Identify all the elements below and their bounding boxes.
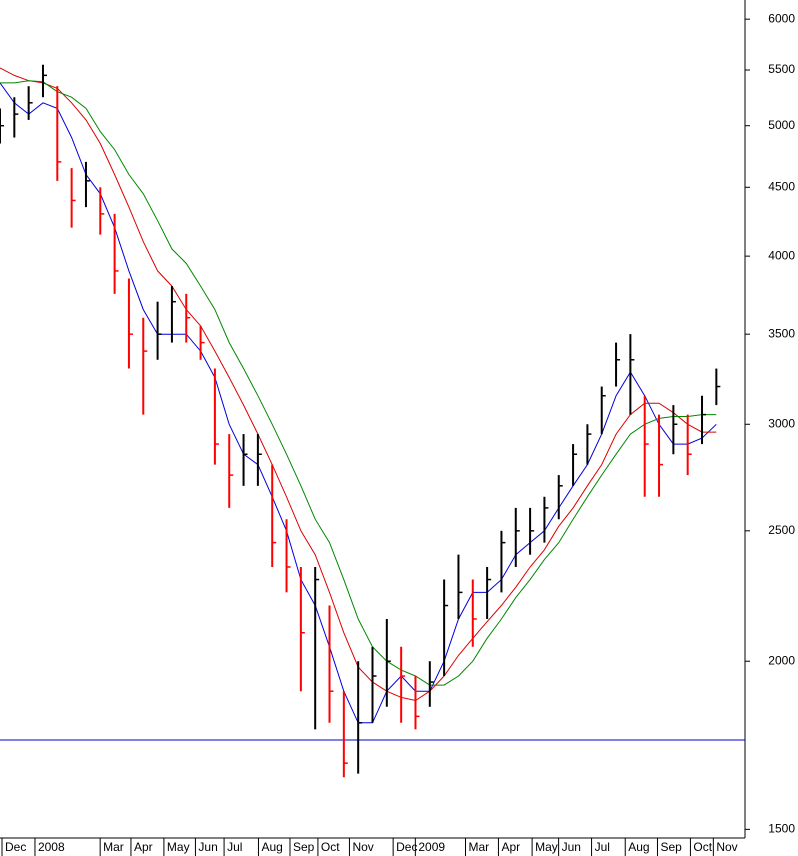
x-tick-label: Aug <box>628 840 649 854</box>
x-tick-label: Mar <box>103 840 124 854</box>
x-tick-label: Jun <box>562 840 581 854</box>
y-tick-label: 1500 <box>768 822 795 836</box>
y-tick-label: 2500 <box>768 523 795 537</box>
x-tick-label: Oct <box>321 840 340 854</box>
moving-average <box>0 82 717 724</box>
x-tick-label: Jun <box>198 840 217 854</box>
x-tick-label: Aug <box>261 840 282 854</box>
x-tick-label: May <box>167 840 190 854</box>
x-tick-label: Jul <box>227 840 242 854</box>
y-tick-label: 4500 <box>768 179 795 193</box>
x-tick-label: Nov <box>716 840 737 854</box>
x-tick-label: Mar <box>468 840 489 854</box>
y-tick-label: 3500 <box>768 326 795 340</box>
x-tick-label: Sep <box>660 840 682 854</box>
x-tick-label: Oct <box>693 840 712 854</box>
x-tick-label: Sep <box>293 840 315 854</box>
y-tick-label: 2000 <box>768 653 795 667</box>
y-tick-label: 5500 <box>768 62 795 76</box>
y-tick-label: 3000 <box>768 416 795 430</box>
moving-average <box>0 80 717 686</box>
y-tick-label: 5000 <box>768 118 795 132</box>
x-tick-label: 2009 <box>418 840 445 854</box>
x-tick-label: Apr <box>501 840 520 854</box>
moving-average <box>0 67 717 702</box>
x-tick-label: Dec <box>5 840 26 854</box>
y-tick-label: 6000 <box>768 11 795 25</box>
x-tick-label: Apr <box>134 840 153 854</box>
y-tick-label: 4000 <box>768 248 795 262</box>
x-tick-label: Jul <box>595 840 610 854</box>
x-tick-label: Nov <box>352 840 373 854</box>
x-tick-label: Dec <box>396 840 417 854</box>
x-tick-label: May <box>535 840 558 854</box>
x-tick-label: 2008 <box>38 840 65 854</box>
